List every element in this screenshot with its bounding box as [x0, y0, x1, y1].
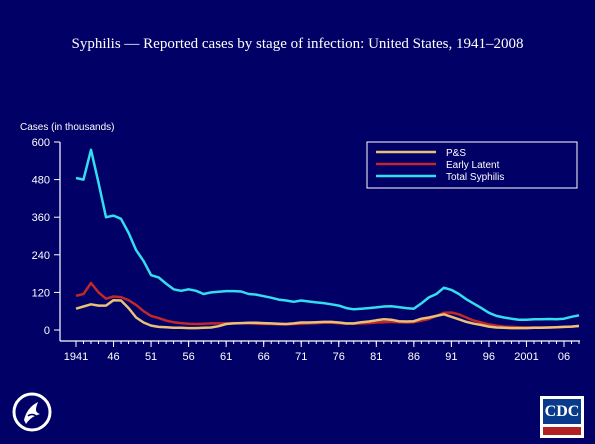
y-tick-label: 480 — [32, 175, 50, 187]
y-tick-label: 360 — [32, 212, 50, 224]
x-tick-label: 61 — [220, 351, 232, 363]
x-tick-label: 96 — [483, 351, 495, 363]
y-tick-label: 0 — [44, 325, 50, 337]
x-tick-label: 1941 — [64, 351, 88, 363]
x-tick-label: 56 — [182, 351, 194, 363]
cdc-logo: CDC — [540, 396, 584, 438]
legend-label: P&S — [446, 148, 466, 159]
x-tick-label: 51 — [145, 351, 157, 363]
y-tick-label: 240 — [32, 250, 50, 262]
x-tick-label: 81 — [370, 351, 382, 363]
chart-title: Syphilis — Reported cases by stage of in… — [71, 36, 524, 52]
x-tick-label: 66 — [258, 351, 270, 363]
y-tick-label: 120 — [32, 287, 50, 299]
x-tick-label: 91 — [445, 351, 457, 363]
legend-label: Early Latent — [446, 160, 500, 171]
y-tick-label: 600 — [32, 137, 50, 149]
x-tick-label: 86 — [408, 351, 420, 363]
y-axis-label: Cases (in thousands) — [20, 122, 115, 133]
legend-label: Total Syphilis — [446, 172, 504, 183]
x-tick-label: 06 — [558, 351, 570, 363]
x-tick-label: 46 — [107, 351, 119, 363]
x-tick-label: 2001 — [514, 351, 538, 363]
series-line-p-s — [75, 298, 580, 330]
series-line-total-syphilis — [75, 148, 580, 321]
x-tick-label: 76 — [333, 351, 345, 363]
x-tick-label: 71 — [295, 351, 307, 363]
hhs-eagle-logo — [12, 392, 52, 437]
